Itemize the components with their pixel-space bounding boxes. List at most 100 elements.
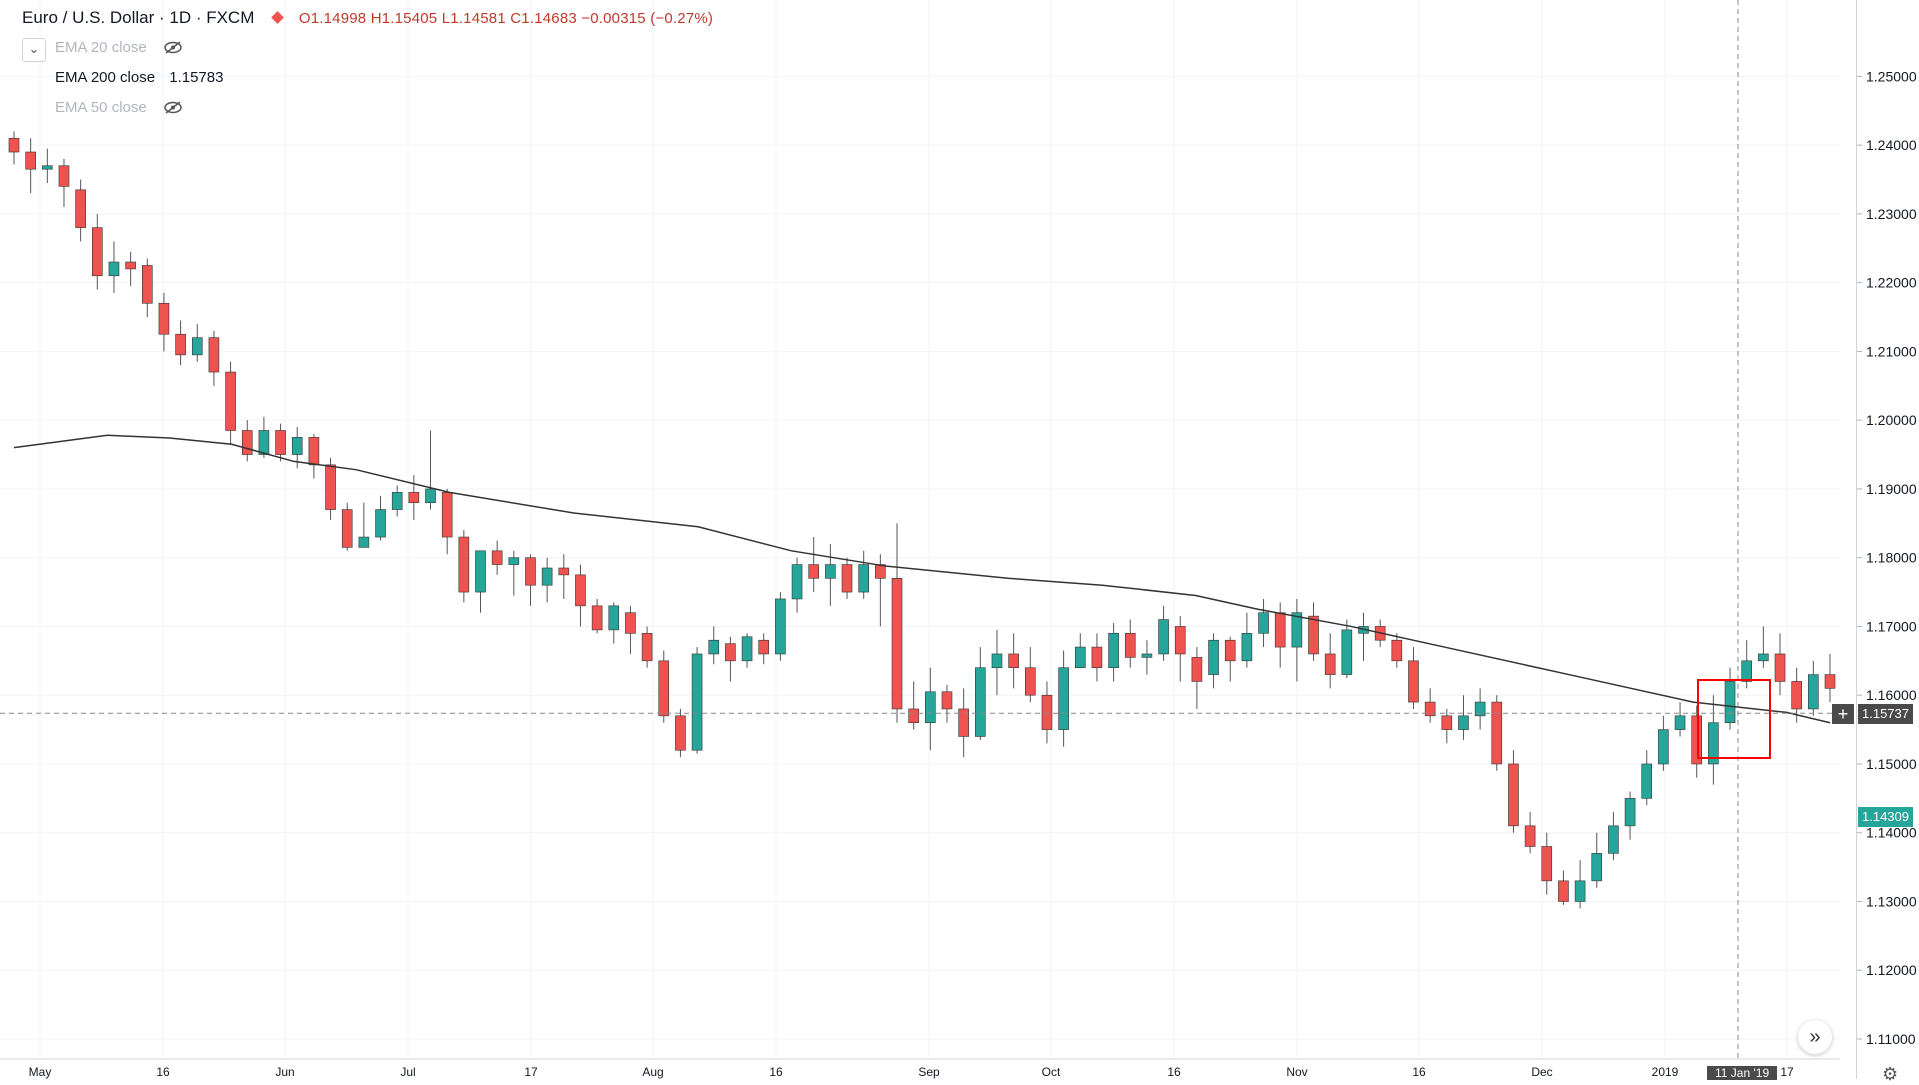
indicator-ema200[interactable]: EMA 200 close 1.15783 xyxy=(55,69,223,86)
x-tick-label: Dec xyxy=(1531,1065,1552,1079)
candle-body xyxy=(1708,722,1719,765)
candle-body xyxy=(1091,646,1103,669)
x-tick-label: Nov xyxy=(1286,1065,1307,1079)
candle-body xyxy=(591,605,603,631)
candle-body xyxy=(1591,853,1603,882)
candle-body xyxy=(58,165,70,187)
y-tick-label: 1.20000 xyxy=(1866,412,1917,428)
last-price-label: 1.14309 xyxy=(1858,807,1913,827)
candle-body xyxy=(475,550,486,593)
candle-body xyxy=(258,430,270,455)
y-tick-label: 1.14000 xyxy=(1866,825,1917,841)
candle-body xyxy=(575,574,586,607)
candle-body xyxy=(825,564,836,579)
candle-body xyxy=(175,333,186,356)
y-tick-label: 1.24000 xyxy=(1866,137,1917,153)
candle-body xyxy=(375,509,386,538)
candle-body xyxy=(1474,701,1486,717)
indicator-label: EMA 20 close xyxy=(55,39,147,56)
candle-body xyxy=(708,639,720,655)
eye-off-icon[interactable] xyxy=(163,41,183,54)
x-tick-label: Jul xyxy=(400,1065,415,1079)
candle-body xyxy=(1624,798,1636,827)
candle-body xyxy=(1274,612,1286,648)
symbol-header: Euro / U.S. Dollar · 1D · FXCM O1.14998 … xyxy=(22,8,713,28)
x-tick-label: 16 xyxy=(1167,1065,1181,1079)
candle-body xyxy=(108,261,120,277)
x-tick-label: 16 xyxy=(156,1065,170,1079)
candle-body xyxy=(325,464,336,510)
market-status-dot xyxy=(271,11,284,24)
symbol-title[interactable]: Euro / U.S. Dollar · 1D · FXCM xyxy=(22,8,255,27)
candle-body xyxy=(141,265,153,304)
candle-body xyxy=(1241,633,1253,662)
candle-body xyxy=(341,509,353,548)
y-tick-label: 1.11000 xyxy=(1866,1031,1916,1047)
y-tick-label: 1.19000 xyxy=(1866,481,1917,497)
x-tick-label: Jun xyxy=(275,1065,294,1079)
candle-body xyxy=(658,660,670,717)
candle-body xyxy=(158,302,170,335)
candle-body xyxy=(808,564,820,579)
candle-body xyxy=(42,165,53,170)
gear-icon[interactable]: ⚙ xyxy=(1882,1064,1899,1084)
candle-body xyxy=(858,564,869,593)
y-tick-label: 1.13000 xyxy=(1866,893,1917,909)
candlestick-chart[interactable]: May 16 Jun Jul 17 Aug 16 Sep Oct 16 Nov 16 Dec 2019 17 xyxy=(0,0,1856,1079)
candle-body xyxy=(1058,667,1069,730)
double-chevron-right-icon[interactable]: » xyxy=(1798,1020,1832,1054)
candle-body xyxy=(975,667,986,737)
ema200-line xyxy=(13,434,1831,724)
candle-body xyxy=(1641,763,1653,799)
candle-body xyxy=(1074,646,1086,669)
candle-body xyxy=(1324,653,1336,675)
candle-body xyxy=(291,437,303,455)
candle-body xyxy=(1341,629,1353,675)
candle-body xyxy=(275,430,286,455)
y-tick-label: 1.23000 xyxy=(1866,206,1917,222)
x-tick-label: May xyxy=(29,1065,52,1079)
candle-body xyxy=(1141,653,1153,658)
candle-body xyxy=(1808,674,1819,710)
candle-body xyxy=(741,636,753,662)
y-tick-label: 1.18000 xyxy=(1866,550,1917,566)
candle-body xyxy=(1558,880,1569,902)
candle-body xyxy=(1424,701,1436,717)
crosshair-date-label: 11 Jan '19 xyxy=(1707,1066,1778,1080)
y-tick-label: 1.25000 xyxy=(1866,68,1917,84)
candle-body xyxy=(558,567,570,576)
plus-icon[interactable]: + xyxy=(1832,704,1854,724)
candle-body xyxy=(208,337,220,373)
candle-body xyxy=(1391,639,1403,662)
candle-body xyxy=(725,643,736,662)
x-tick-label: 16 xyxy=(1412,1065,1426,1079)
chevron-down-icon[interactable]: ⌄ xyxy=(22,38,46,62)
candle-body xyxy=(508,557,520,565)
candle-body xyxy=(241,430,253,455)
candle-body xyxy=(641,633,653,662)
indicator-ema50[interactable]: EMA 50 close xyxy=(55,99,183,116)
candle-body xyxy=(1124,633,1136,658)
candle-body xyxy=(1774,653,1786,682)
price-axis[interactable]: 1.25000 1.24000 1.23000 1.22000 1.21000 1.200… xyxy=(1856,0,1919,1079)
eye-off-icon[interactable] xyxy=(163,101,183,114)
chart-area[interactable]: May 16 Jun Jul 17 Aug 16 Sep Oct 16 Nov 16 Dec 2019 17… xyxy=(0,0,1856,1080)
candle-body xyxy=(958,708,969,737)
candle-body xyxy=(525,557,536,586)
y-tick-label: 1.17000 xyxy=(1866,618,1917,634)
candle-body xyxy=(92,227,103,277)
candle-body xyxy=(775,598,786,655)
y-tick-label: 1.22000 xyxy=(1866,275,1917,291)
candle-body xyxy=(891,578,903,710)
candle-body xyxy=(1208,639,1219,675)
candle-body xyxy=(1741,660,1752,682)
candle-body xyxy=(1308,615,1319,655)
candle-body xyxy=(1691,715,1703,765)
candle-body xyxy=(1524,825,1536,847)
candle-body xyxy=(25,151,36,170)
candle-body xyxy=(125,261,136,270)
candle-body xyxy=(8,137,20,153)
indicator-ema20[interactable]: EMA 20 close xyxy=(55,39,183,56)
x-tick-label: Oct xyxy=(1042,1065,1061,1079)
y-tick-label: 1.12000 xyxy=(1866,962,1917,978)
